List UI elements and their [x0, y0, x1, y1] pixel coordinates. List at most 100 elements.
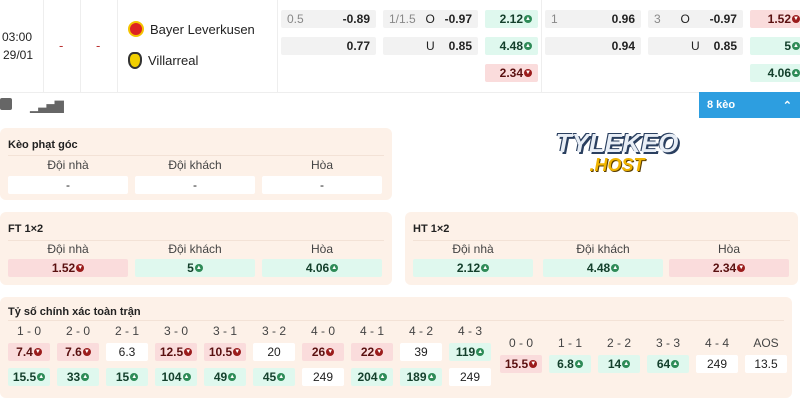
- ft-title: FT 1×2: [8, 223, 44, 235]
- score-home-odds[interactable]: 12.5 ▼: [155, 343, 197, 361]
- outcome-0-odds[interactable]: -: [8, 176, 128, 194]
- score-home-odds[interactable]: 7.4 ▼: [8, 343, 50, 361]
- odds-ht-ou-under[interactable]: U 0.85: [648, 37, 743, 55]
- odds-ht-handicap-home[interactable]: 1 0.96: [545, 10, 641, 28]
- score-away-odds[interactable]: 33 ▲: [57, 368, 99, 386]
- odds-handicap-away[interactable]: 0.77: [281, 37, 376, 55]
- away-team-name: Villarreal: [148, 53, 199, 68]
- score-home-odds[interactable]: 39: [400, 343, 442, 361]
- outcome-label: Hòa: [310, 158, 333, 172]
- outcome-0-odds[interactable]: 1.52 ▼: [8, 259, 128, 277]
- trend-down-icon: ▼: [233, 348, 242, 356]
- outcome-1-odds[interactable]: 5 ▲: [135, 259, 255, 277]
- score-draw-odds[interactable]: 15.5 ▼: [500, 355, 542, 373]
- outcome-label: Đội nhà: [452, 242, 494, 256]
- outcome-2-odds[interactable]: 4.06 ▲: [262, 259, 382, 277]
- score-home-odds[interactable]: 119 ▲: [449, 343, 491, 361]
- odds-1x2-draw[interactable]: 2.34 ▼: [485, 64, 538, 82]
- trend-down-icon: ▼: [524, 69, 532, 77]
- outcome-0-odds[interactable]: 2.12 ▲: [413, 259, 533, 277]
- outcome-label: Hòa: [717, 242, 740, 256]
- outcome-1-odds[interactable]: 4.48 ▲: [543, 259, 663, 277]
- ht-panel: HT 1×2 Đội nhà 2.12 ▲ Đội khách 4.48 ▲ Hòa 2.34…: [405, 212, 798, 285]
- corner-title: Kèo phạt góc: [8, 139, 78, 151]
- trend-up-icon: ▲: [524, 15, 532, 23]
- odds-value: 7.4: [16, 345, 33, 359]
- odds-ht-1x2-draw[interactable]: 4.06 ▲: [750, 64, 800, 82]
- outcome-label: Đội khách: [168, 158, 222, 172]
- score-away-odds[interactable]: 189 ▲: [400, 368, 442, 386]
- trend-up-icon: ▲: [611, 264, 620, 272]
- odds-value: 15.5: [504, 357, 529, 371]
- odds-1x2-home[interactable]: 2.12 ▲: [485, 10, 538, 28]
- score-label: 3 - 2: [261, 324, 286, 338]
- outcome-2-odds[interactable]: -: [262, 176, 382, 194]
- odds-value: 189: [406, 370, 427, 384]
- odds-value: 5: [187, 261, 194, 275]
- score-label: 1 - 0: [16, 324, 41, 338]
- odds-value: 15: [115, 370, 130, 384]
- score-label: AOS: [753, 336, 779, 350]
- trend-down-icon: ▼: [184, 348, 193, 356]
- score-away-odds[interactable]: 104 ▲: [155, 368, 197, 386]
- odds-value: 12.5: [159, 345, 184, 359]
- outcome-label: Hòa: [310, 242, 333, 256]
- trend-up-icon: ▲: [330, 264, 339, 272]
- odds-value: 45: [262, 370, 277, 384]
- score-home-odds[interactable]: 6.3: [106, 343, 148, 361]
- score-away-odds[interactable]: 249: [302, 368, 344, 386]
- correct-score-title: Tỷ số chính xác toàn trận: [8, 306, 141, 318]
- score-away-odds[interactable]: 45 ▲: [253, 368, 295, 386]
- odds-ou-under[interactable]: U 0.85: [383, 37, 478, 55]
- odds-value: 249: [312, 370, 334, 384]
- odds-handicap-home[interactable]: 0.5 -0.89: [281, 10, 376, 28]
- score-away-odds[interactable]: 204 ▲: [351, 368, 393, 386]
- away-team[interactable]: Villarreal: [128, 52, 198, 69]
- score-home-odds[interactable]: 20: [253, 343, 295, 361]
- odds-ht-1x2-home[interactable]: 1.52 ▼: [750, 10, 800, 28]
- outcome-label: Đội khách: [168, 242, 222, 256]
- more-markets-button[interactable]: 8 kèo ⌃: [699, 92, 800, 118]
- home-team[interactable]: Bayer Leverkusen: [128, 21, 255, 37]
- trend-down-icon: ▼: [326, 348, 335, 356]
- odds-value: 49: [213, 370, 228, 384]
- jersey-icon[interactable]: [0, 98, 12, 110]
- score-away-odds[interactable]: 15.5 ▲: [8, 368, 50, 386]
- score-draw-odds[interactable]: 6.8 ▲: [549, 355, 591, 373]
- trend-down-icon: ▼: [76, 264, 85, 272]
- away-team-crest-icon: [128, 52, 142, 69]
- score-away-odds[interactable]: 249: [449, 368, 491, 386]
- outcome-2-odds[interactable]: 2.34 ▼: [669, 259, 789, 277]
- odds-value: 104: [161, 370, 182, 384]
- odds-ht-1x2-away[interactable]: 5 ▲: [750, 37, 800, 55]
- score-away-odds[interactable]: 49 ▲: [204, 368, 246, 386]
- odds-ou-over[interactable]: 1/1.5 O -0.97: [383, 10, 478, 28]
- odds-value: 26: [311, 345, 326, 359]
- score-home-odds[interactable]: 7.6 ▼: [57, 343, 99, 361]
- score-label: 4 - 0: [310, 324, 335, 338]
- score-label: 4 - 4: [704, 336, 729, 350]
- match-date: 29/01: [3, 48, 34, 62]
- trend-up-icon: ▲: [671, 360, 680, 368]
- score-home-odds[interactable]: 22 ▼: [351, 343, 393, 361]
- odds-1x2-away[interactable]: 4.48 ▲: [485, 37, 538, 55]
- odds-ht-ou-over[interactable]: 3 O -0.97: [648, 10, 743, 28]
- home-team-crest-icon: [128, 21, 144, 37]
- chevron-up-icon: ⌃: [782, 99, 792, 112]
- stats-chart-icon[interactable]: ▁▃▅▇: [30, 99, 64, 113]
- score-draw-odds[interactable]: 14 ▲: [598, 355, 640, 373]
- score-label: 1 - 1: [557, 336, 582, 350]
- score-label: 2 - 1: [114, 324, 139, 338]
- score-draw-odds[interactable]: 249: [696, 355, 738, 373]
- odds-value: 6.8: [557, 357, 574, 371]
- score-away-odds[interactable]: 15 ▲: [106, 368, 148, 386]
- score-draw-odds[interactable]: 13.5: [745, 355, 787, 373]
- outcome-1-odds[interactable]: -: [135, 176, 255, 194]
- odds-value: 6.3: [118, 345, 136, 359]
- score-label: 3 - 0: [163, 324, 188, 338]
- odds-ht-handicap-away[interactable]: 0.94: [545, 37, 641, 55]
- score-home-odds[interactable]: 26 ▼: [302, 343, 344, 361]
- score-draw-odds[interactable]: 64 ▲: [647, 355, 689, 373]
- corner-panel: Kèo phạt góc Đội nhà - Đội khách - Hòa -: [0, 128, 392, 200]
- score-home-odds[interactable]: 10.5 ▼: [204, 343, 246, 361]
